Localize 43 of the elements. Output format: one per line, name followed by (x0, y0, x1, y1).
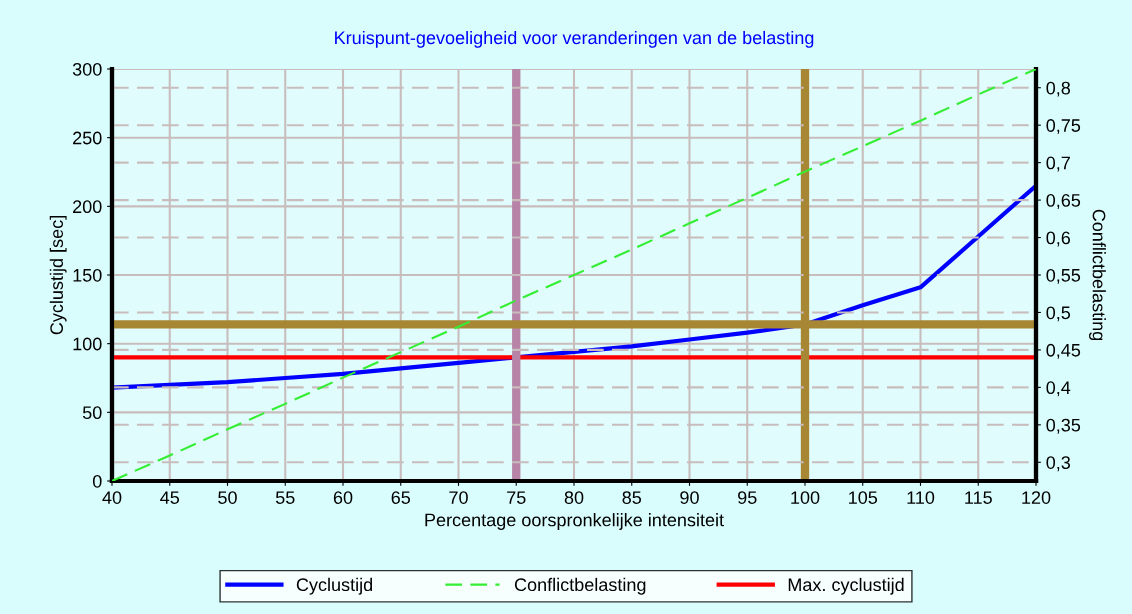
y-tick-label: 300 (72, 62, 102, 76)
x-tick-label: 110 (907, 491, 935, 504)
y-tick-label: 50 (82, 406, 102, 420)
chart-title: Kruispunt-gevoeligheid voor veranderingen van de belasting (335, 30, 814, 48)
x-tick-label: 80 (564, 491, 584, 504)
y2-tick-label: 0,8 (1046, 81, 1071, 97)
y2-tick-label: 0,75 (1046, 119, 1081, 135)
y-axis-title: Cyclustijd [sec] (49, 216, 67, 335)
x-tick-label: 45 (160, 491, 180, 504)
x-tick-label: 85 (622, 491, 642, 504)
y2-tick-label: 0,55 (1046, 268, 1081, 284)
legend-label: Conflictbelasting (514, 577, 646, 595)
y2-tick-label: 0,6 (1046, 231, 1071, 247)
y-tick-label: 250 (73, 131, 102, 145)
x-tick-label: 70 (449, 491, 468, 504)
y2-tick-label: 0,45 (1046, 343, 1081, 359)
x-tick-label: 90 (680, 491, 699, 504)
x-tick-label: 95 (738, 491, 757, 504)
y2-tick-label: 0,5 (1046, 306, 1071, 322)
y2-tick-label: 0,4 (1046, 381, 1071, 397)
y2-tick-label: 0,7 (1046, 156, 1070, 172)
legend-label: Cyclustijd (296, 577, 373, 595)
y-tick-label: 0 (92, 474, 102, 488)
x-tick-label: 55 (275, 491, 295, 504)
x-tick-label: 105 (849, 491, 878, 504)
y2-tick-label: 0,65 (1046, 194, 1081, 209)
x-tick-label: 115 (965, 491, 992, 504)
line-series (112, 69, 1036, 481)
y-tick-label: 150 (73, 268, 102, 282)
legend-label: Max. cyclustijd (788, 577, 904, 595)
y2-tick-label: 0,3 (1046, 456, 1071, 472)
x-tick-label: 100 (791, 491, 820, 504)
x-tick-label: 50 (218, 491, 237, 504)
x-tick-label: 120 (1022, 491, 1051, 504)
y2-axis-title: Conflictbelasting (1089, 209, 1106, 341)
x-tick-label: 60 (333, 491, 353, 504)
y2-tick-label: 0,35 (1046, 418, 1081, 434)
y-tick-label: 100 (73, 337, 102, 351)
x-tick-label: 75 (507, 491, 526, 504)
x-tick-label: 65 (391, 491, 411, 504)
x-axis-title: Percentage oorspronkelijke intensiteit (425, 513, 724, 530)
x-tick-label: 40 (102, 491, 122, 504)
y-tick-label: 200 (73, 200, 102, 214)
